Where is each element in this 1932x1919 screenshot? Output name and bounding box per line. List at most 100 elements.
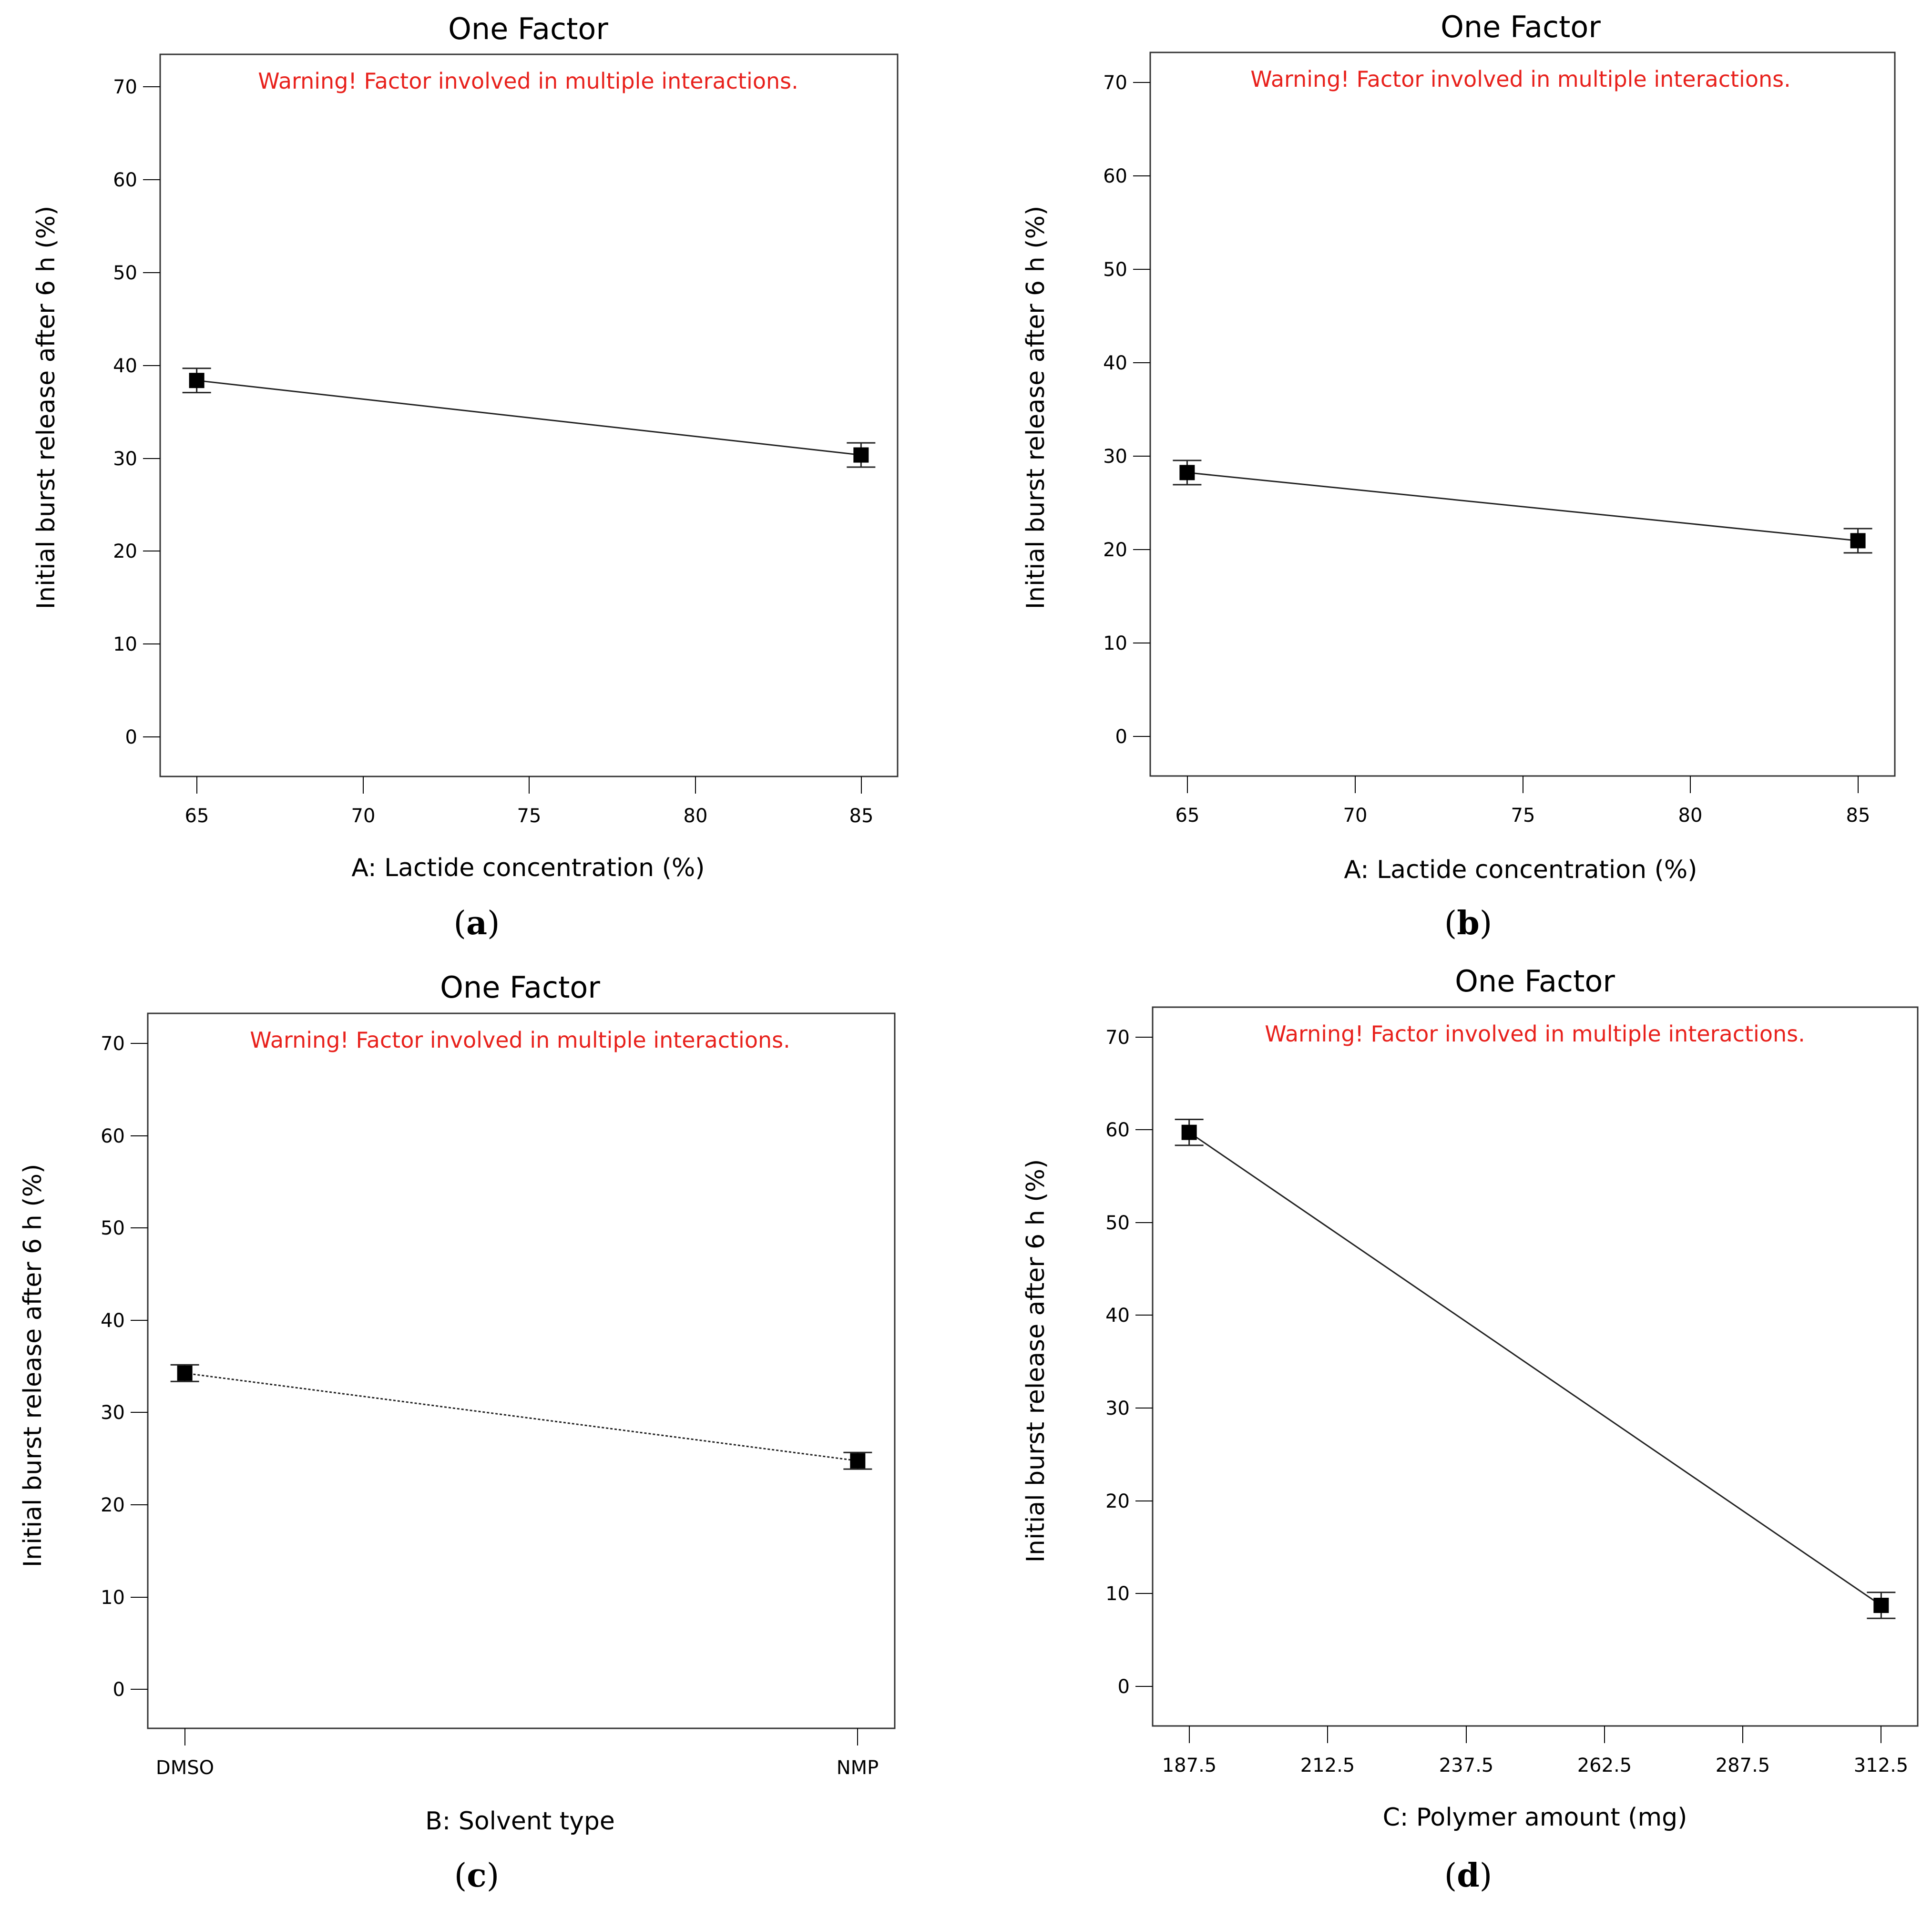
x-axis-label: A: Lactide concentration (%)	[1344, 856, 1697, 884]
panel-letter: c	[467, 1857, 486, 1895]
panel-letter: d	[1457, 1857, 1480, 1895]
x-tick-label: 212.5	[1300, 1755, 1355, 1776]
x-tick-label: 75	[517, 805, 542, 827]
y-tick-label: 10	[113, 633, 137, 655]
warning-text: Warning! Factor involved in multiple int…	[258, 68, 798, 94]
data-layer	[170, 1364, 872, 1470]
y-tick-label: 50	[1105, 1212, 1130, 1234]
x-tick-label: 187.5	[1162, 1755, 1217, 1776]
panel-label: (a)	[453, 904, 500, 942]
y-tick-label: 0	[1118, 1676, 1130, 1698]
x-tick-label: 262.5	[1577, 1755, 1632, 1776]
data-layer	[182, 367, 876, 468]
x-tick-label: 312.5	[1854, 1755, 1909, 1776]
x-axis: 65 70 75 80 85	[1176, 776, 1871, 827]
y-axis: 0 10 20 30 40 50 60 70	[101, 1033, 148, 1701]
panel-label: (b)	[1444, 904, 1492, 942]
x-tick-label: 85	[849, 805, 874, 827]
y-axis-label: Initial burst release after 6 h (%)	[1022, 1159, 1050, 1563]
y-tick-label: 70	[1103, 72, 1127, 94]
y-tick-label: 20	[113, 541, 137, 562]
y-tick-label: 60	[1105, 1119, 1130, 1141]
x-axis: 187.5 212.5 237.5 262.5 287.5 312.5	[1162, 1726, 1909, 1776]
series-line	[1187, 471, 1858, 541]
y-axis: 0 10 20 30 40 50 60 70	[1105, 1027, 1153, 1698]
data-point	[850, 1453, 866, 1469]
y-tick-label: 40	[113, 355, 137, 377]
panel-b: One Factor Warning! Factor involved in m…	[1022, 10, 1896, 942]
data-layer	[1175, 1118, 1896, 1619]
y-tick-label: 40	[101, 1310, 125, 1332]
chart-title: One Factor	[1455, 964, 1615, 999]
panel-d: One Factor Warning! Factor involved in m…	[1022, 964, 1919, 1895]
series-line	[196, 379, 861, 456]
y-tick-label: 10	[101, 1587, 125, 1609]
y-tick-label: 50	[113, 262, 137, 284]
data-point	[853, 447, 869, 463]
y-tick-label: 10	[1103, 633, 1127, 654]
panel-letter: a	[466, 904, 487, 942]
y-tick-label: 20	[1103, 539, 1127, 561]
x-tick-label: DMSO	[156, 1757, 214, 1779]
x-tick-label: 70	[351, 805, 376, 827]
panel-c: One Factor Warning! Factor involved in m…	[19, 970, 896, 1895]
panel-a: One Factor Warning! Factor involved in m…	[32, 11, 899, 942]
x-axis-label: B: Solvent type	[425, 1807, 615, 1836]
warning-text: Warning! Factor involved in multiple int…	[1250, 66, 1790, 92]
series-line	[184, 1372, 858, 1462]
warning-text: Warning! Factor involved in multiple int…	[250, 1027, 790, 1053]
x-tick-label: 80	[684, 805, 708, 827]
y-tick-label: 40	[1105, 1305, 1130, 1327]
plot-frame	[147, 1012, 896, 1729]
y-tick-label: 30	[1105, 1398, 1130, 1419]
y-tick-label: 30	[113, 448, 137, 470]
data-point	[1873, 1598, 1889, 1613]
chart-title: One Factor	[448, 11, 608, 46]
y-axis-label: Initial burst release after 6 h (%)	[1022, 206, 1050, 610]
data-point	[189, 373, 204, 388]
data-point	[1850, 533, 1866, 549]
y-axis: 0 10 20 30 40 50 60 70	[113, 76, 160, 748]
x-axis: DMSO NMP	[156, 1728, 879, 1779]
x-tick-label: NMP	[837, 1757, 879, 1779]
y-tick-label: 60	[101, 1125, 125, 1147]
y-tick-label: 20	[1105, 1490, 1130, 1512]
x-axis: 65 70 75 80 85	[185, 776, 874, 827]
data-layer	[1173, 459, 1872, 554]
x-tick-label: 65	[1176, 805, 1200, 827]
x-tick-label: 237.5	[1439, 1755, 1494, 1776]
data-point	[1181, 1124, 1197, 1140]
y-tick-label: 40	[1103, 352, 1127, 374]
y-axis-label: Initial burst release after 6 h (%)	[19, 1164, 47, 1568]
y-tick-label: 10	[1105, 1583, 1130, 1605]
panel-label: (d)	[1444, 1857, 1492, 1895]
chart-title: One Factor	[440, 970, 600, 1005]
y-tick-label: 30	[1103, 446, 1127, 468]
y-tick-label: 50	[1103, 259, 1127, 281]
x-axis-label: A: Lactide concentration (%)	[351, 854, 705, 882]
x-tick-label: 287.5	[1716, 1755, 1770, 1776]
x-tick-label: 70	[1343, 805, 1368, 827]
x-axis-label: C: Polymer amount (mg)	[1383, 1803, 1687, 1832]
panel-label: (c)	[454, 1857, 499, 1895]
y-axis-label: Initial burst release after 6 h (%)	[32, 206, 61, 610]
y-tick-label: 70	[101, 1033, 125, 1055]
data-point	[1179, 465, 1195, 480]
y-tick-label: 20	[101, 1494, 125, 1516]
y-tick-label: 0	[113, 1679, 125, 1701]
x-tick-label: 65	[185, 805, 209, 827]
panel-letter: b	[1457, 904, 1480, 942]
y-tick-label: 0	[1115, 726, 1127, 748]
y-tick-label: 60	[1103, 165, 1127, 187]
warning-text: Warning! Factor involved in multiple int…	[1265, 1021, 1805, 1047]
y-tick-label: 0	[125, 726, 137, 748]
chart-title: One Factor	[1441, 10, 1601, 44]
y-tick-label: 60	[113, 169, 137, 191]
data-point	[177, 1365, 193, 1381]
plot-frame	[1152, 1006, 1919, 1727]
x-tick-label: 80	[1678, 805, 1703, 827]
x-tick-label: 85	[1846, 805, 1871, 827]
y-tick-label: 50	[101, 1217, 125, 1239]
y-tick-label: 70	[113, 76, 137, 98]
